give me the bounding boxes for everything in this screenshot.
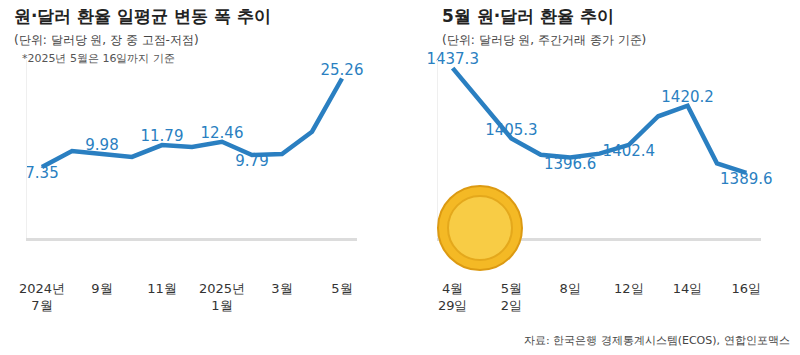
svg-text:7.35: 7.35 bbox=[25, 164, 58, 182]
svg-text:1389.6: 1389.6 bbox=[720, 170, 773, 188]
svg-text:12일: 12일 bbox=[614, 281, 644, 296]
svg-text:9.98: 9.98 bbox=[85, 136, 118, 154]
svg-text:8일: 8일 bbox=[559, 281, 580, 296]
svg-text:5월 원·달러 환율 추이: 5월 원·달러 환율 추이 bbox=[442, 6, 614, 26]
svg-text:*2025년 5월은 16일까지 기준: *2025년 5월은 16일까지 기준 bbox=[22, 52, 175, 65]
svg-text:5월2일: 5월2일 bbox=[501, 281, 522, 313]
svg-text:11월: 11월 bbox=[147, 281, 177, 296]
svg-text:1437.3: 1437.3 bbox=[426, 50, 479, 68]
svg-text:1420.2: 1420.2 bbox=[661, 88, 714, 106]
svg-text:12.46: 12.46 bbox=[201, 124, 244, 142]
svg-text:4월29일: 4월29일 bbox=[438, 281, 468, 313]
svg-text:1405.3: 1405.3 bbox=[485, 121, 538, 139]
svg-text:(단위: 달러당 원, 주간거래 종가 기준): (단위: 달러당 원, 주간거래 종가 기준) bbox=[442, 33, 646, 47]
svg-text:5월: 5월 bbox=[331, 281, 352, 296]
svg-text:1396.6: 1396.6 bbox=[544, 155, 597, 173]
svg-text:3월: 3월 bbox=[271, 281, 292, 296]
svg-text:원·달러 환율 일평균 변동 폭 추이: 원·달러 환율 일평균 변동 폭 추이 bbox=[14, 6, 271, 26]
svg-text:9월: 9월 bbox=[91, 281, 112, 296]
svg-text:25.26: 25.26 bbox=[321, 61, 364, 79]
svg-text:14일: 14일 bbox=[673, 281, 703, 296]
svg-text:16일: 16일 bbox=[732, 281, 762, 296]
svg-text:1402.4: 1402.4 bbox=[603, 142, 656, 160]
svg-text:11.79: 11.79 bbox=[141, 127, 184, 145]
svg-text:9.79: 9.79 bbox=[235, 152, 268, 170]
svg-text:자료: 한국은행 경제통계시스템(ECOS), 연합인포맥스: 자료: 한국은행 경제통계시스템(ECOS), 연합인포맥스 bbox=[524, 334, 790, 347]
svg-text:2025년1월: 2025년1월 bbox=[199, 281, 245, 313]
svg-text:(단위: 달러당 원, 장 중 고점-저점): (단위: 달러당 원, 장 중 고점-저점) bbox=[14, 33, 199, 47]
svg-text:2024년7월: 2024년7월 bbox=[19, 281, 65, 313]
